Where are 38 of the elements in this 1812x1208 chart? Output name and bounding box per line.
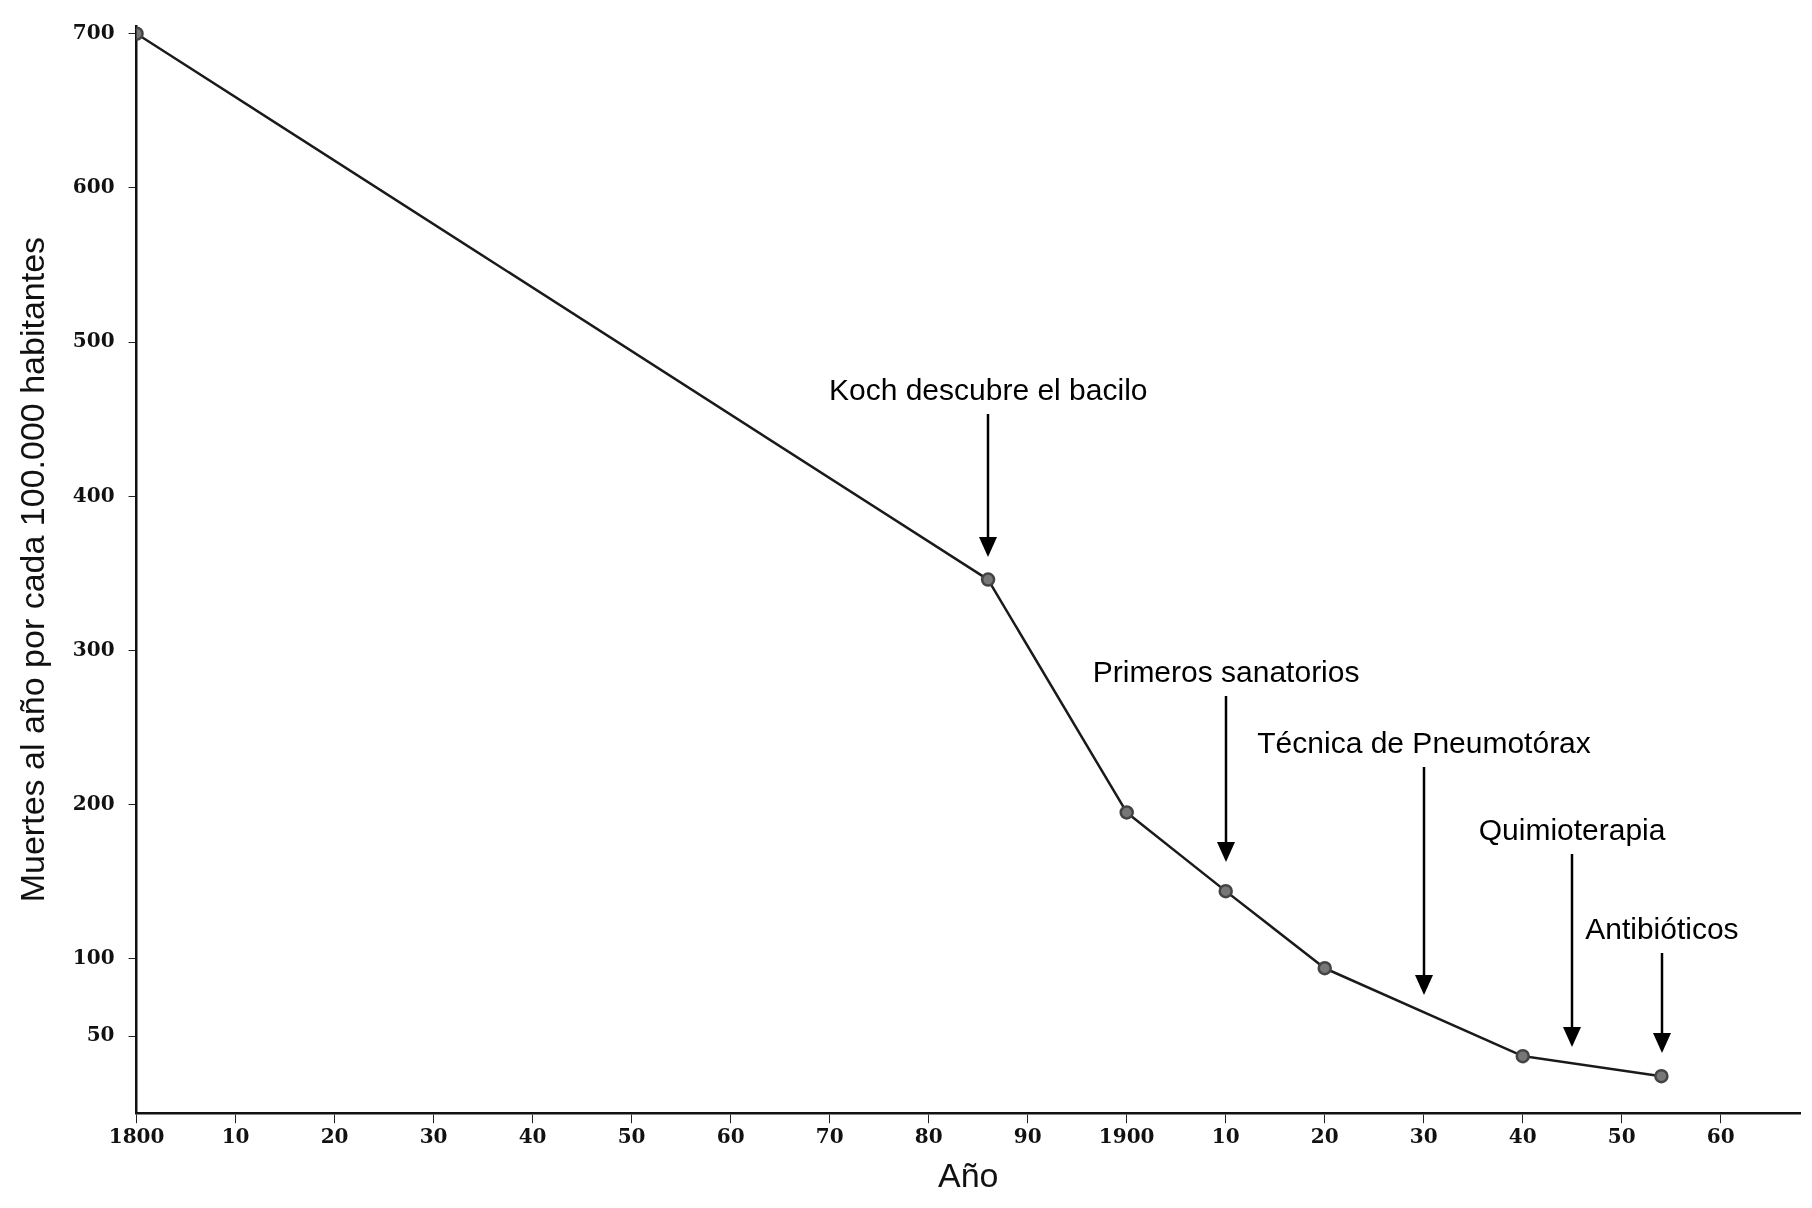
y-tick-label: 600 bbox=[72, 174, 115, 199]
point bbox=[1515, 1048, 1531, 1064]
x-tick-label: 20 bbox=[320, 1124, 349, 1149]
x-tick-label: 50 bbox=[617, 1124, 646, 1149]
annotation: Técnica de Pneumotórax bbox=[1257, 725, 1591, 759]
y-tick-label: 50 bbox=[86, 1022, 115, 1047]
y-tick-label: 500 bbox=[72, 328, 115, 353]
x-tick-label: 40 bbox=[518, 1124, 547, 1149]
y-tick-label: 100 bbox=[72, 945, 115, 970]
annotation: Quimioterapia bbox=[1478, 812, 1666, 846]
x-tick-label: 30 bbox=[1409, 1124, 1438, 1149]
x-tick-label: 20 bbox=[1310, 1124, 1339, 1149]
point bbox=[1218, 883, 1233, 899]
y-tick-label: 400 bbox=[72, 482, 115, 507]
x-tick-label: 60 bbox=[716, 1124, 745, 1149]
x-tick-label: 60 bbox=[1706, 1124, 1735, 1149]
annotation: Primeros sanatorios bbox=[1092, 655, 1360, 689]
x-tick-label: 10 bbox=[221, 1124, 250, 1149]
y-tick-label: 300 bbox=[72, 636, 115, 661]
y-tick-label: 700 bbox=[72, 19, 115, 44]
y-tick-label: 200 bbox=[72, 790, 115, 815]
x-tick-label: 70 bbox=[815, 1124, 844, 1149]
point bbox=[1119, 805, 1134, 820]
annotation: Antibióticos bbox=[1585, 912, 1739, 946]
x-tick-label: 10 bbox=[1211, 1124, 1240, 1149]
y-axis-title: Muertes al año por cada 100.000 habitantes bbox=[12, 236, 51, 903]
x-tick-label: 30 bbox=[419, 1124, 448, 1149]
annotation: Koch descubre el bacilo bbox=[828, 372, 1148, 406]
x-tick-label: 50 bbox=[1607, 1124, 1636, 1149]
point bbox=[1317, 960, 1332, 976]
point bbox=[1654, 1068, 1669, 1084]
x-tick-label: 1900 bbox=[1098, 1124, 1155, 1149]
point bbox=[980, 572, 996, 587]
x-tick-label: 80 bbox=[914, 1124, 943, 1149]
x-axis-title: Año bbox=[938, 1155, 999, 1194]
x-tick-label: 90 bbox=[1013, 1124, 1042, 1149]
x-tick-label: 1800 bbox=[108, 1124, 165, 1149]
x-tick-label: 40 bbox=[1508, 1124, 1537, 1149]
